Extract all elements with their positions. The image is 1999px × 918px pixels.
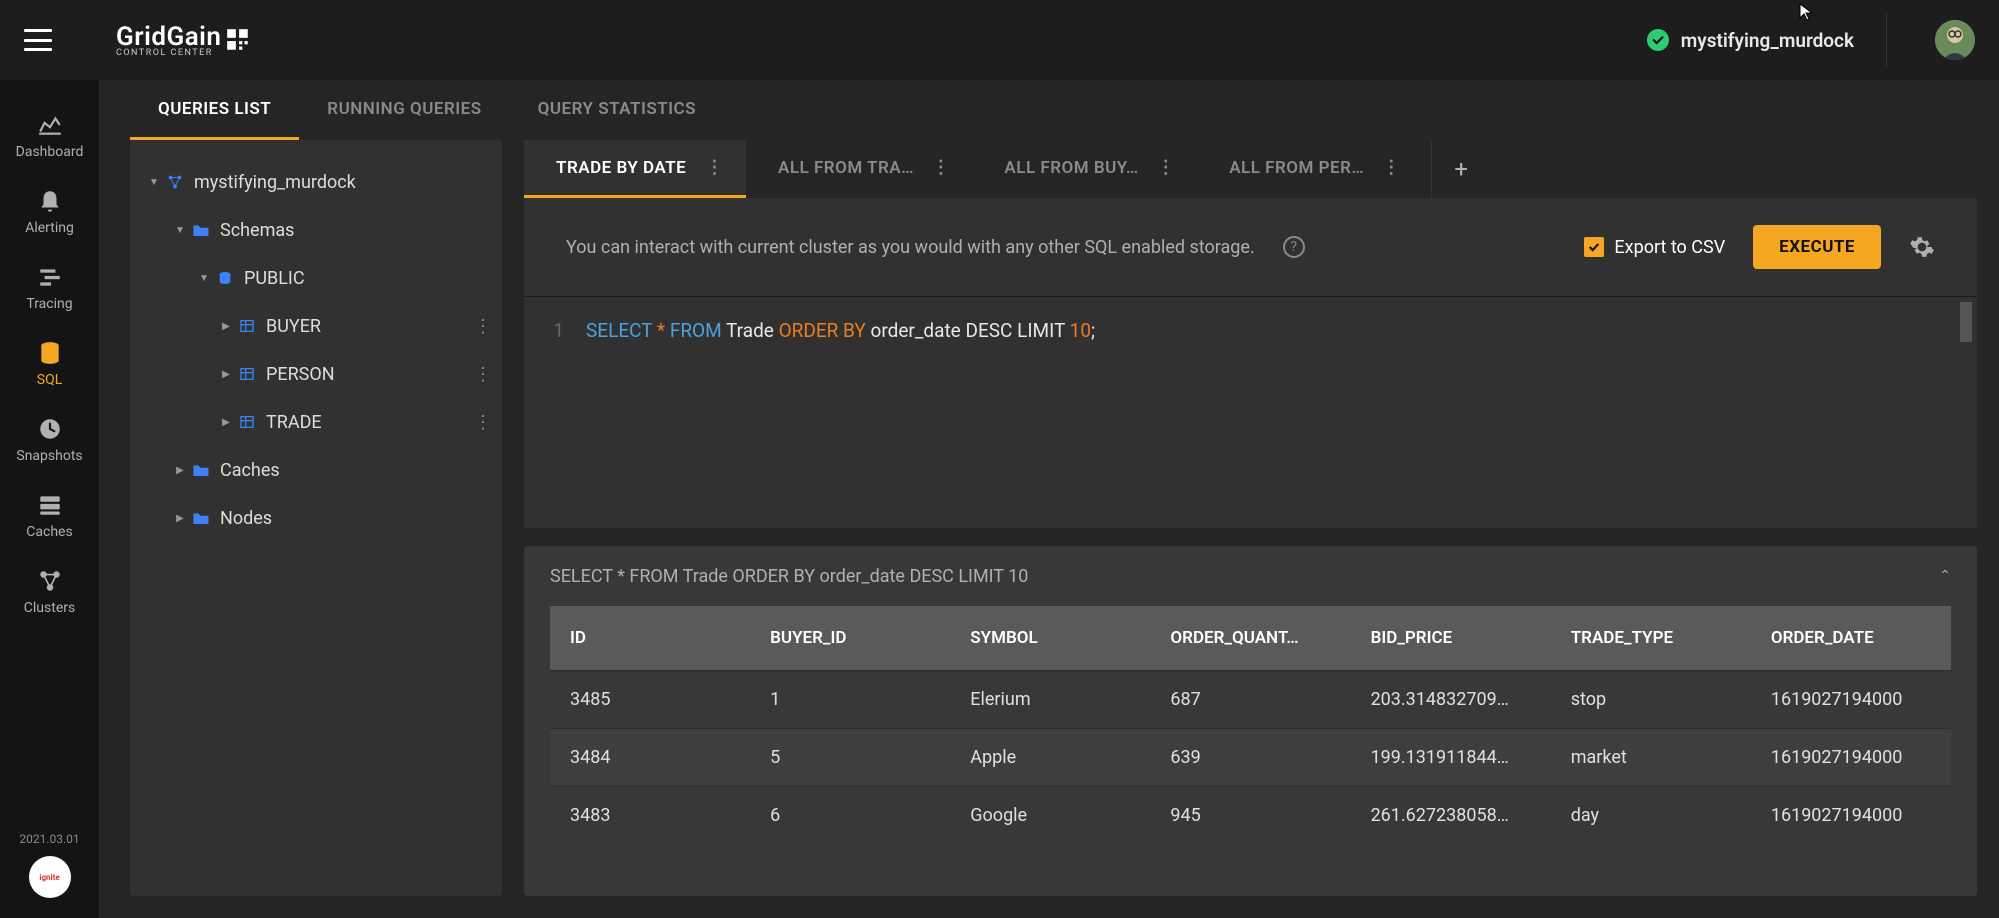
dashboard-icon bbox=[37, 112, 63, 138]
tree-cluster[interactable]: ▼ mystifying_murdock bbox=[130, 158, 502, 206]
sql-editor[interactable]: 1 SELECT * FROM Trade ORDER BY order_dat… bbox=[524, 296, 1977, 528]
nav-alerting[interactable]: Alerting bbox=[0, 174, 99, 250]
object-explorer: ▼ mystifying_murdock ▼ Schemas ▼ PUBLIC … bbox=[130, 140, 502, 896]
caret-right-icon: ▶ bbox=[216, 417, 236, 428]
tree-table[interactable]: ▶PERSON⋮ bbox=[130, 350, 502, 398]
query-tabs: TRADE BY DATE⋮ALL FROM TRA…⋮ALL FROM BUY… bbox=[524, 140, 1977, 198]
database-icon bbox=[37, 340, 63, 366]
version-label: 2021.03.01 bbox=[19, 832, 79, 846]
code-content: SELECT * FROM Trade ORDER BY order_date … bbox=[586, 319, 1095, 342]
table-icon bbox=[236, 318, 258, 334]
nav-snapshots[interactable]: Snapshots bbox=[0, 402, 99, 478]
add-tab-button[interactable]: + bbox=[1431, 140, 1491, 198]
caret-right-icon: ▶ bbox=[170, 465, 190, 476]
more-icon[interactable]: ⋮ bbox=[464, 412, 502, 433]
query-tab[interactable]: TRADE BY DATE⋮ bbox=[524, 140, 746, 198]
nav-sql[interactable]: SQL bbox=[0, 326, 99, 402]
column-header[interactable]: ORDER_QUANT… bbox=[1150, 606, 1350, 671]
export-csv-toggle[interactable]: Export to CSV bbox=[1584, 237, 1725, 258]
query-tab[interactable]: ALL FROM BUY…⋮ bbox=[972, 140, 1197, 198]
menu-toggle[interactable] bbox=[24, 29, 52, 51]
tab-more-icon[interactable]: ⋮ bbox=[1157, 157, 1176, 178]
column-header[interactable]: TRADE_TYPE bbox=[1551, 606, 1751, 671]
query-tab[interactable]: ALL FROM TRA…⋮ bbox=[746, 140, 972, 198]
editor-scrollbar[interactable] bbox=[1960, 302, 1972, 342]
tree-public[interactable]: ▼ PUBLIC bbox=[130, 254, 502, 302]
query-echo: SELECT * FROM Trade ORDER BY order_date … bbox=[550, 566, 1028, 587]
cluster-status[interactable]: mystifying_murdock bbox=[1647, 14, 1887, 66]
tree-table[interactable]: ▶TRADE⋮ bbox=[130, 398, 502, 446]
schema-icon bbox=[214, 270, 236, 286]
caret-right-icon: ▶ bbox=[216, 369, 236, 380]
nav-caches[interactable]: Caches bbox=[0, 478, 99, 554]
help-icon[interactable]: ? bbox=[1283, 236, 1305, 258]
tree-nodes[interactable]: ▶ Nodes bbox=[130, 494, 502, 542]
column-header[interactable]: ID bbox=[550, 606, 750, 671]
folder-icon bbox=[190, 222, 212, 238]
caret-right-icon: ▶ bbox=[216, 321, 236, 332]
execute-button[interactable]: EXECUTE bbox=[1753, 225, 1881, 269]
ignite-badge[interactable]: ignite bbox=[29, 856, 71, 898]
column-header[interactable]: ORDER_DATE bbox=[1751, 606, 1951, 671]
more-icon[interactable]: ⋮ bbox=[464, 316, 502, 337]
caret-right-icon: ▶ bbox=[170, 513, 190, 524]
nav-tracing[interactable]: Tracing bbox=[0, 250, 99, 326]
checkbox-checked-icon bbox=[1584, 237, 1604, 257]
table-row[interactable]: 34845Apple639199.131911844…market1619027… bbox=[550, 729, 1951, 787]
clusters-icon bbox=[37, 568, 63, 594]
tracing-icon bbox=[37, 264, 63, 290]
collapse-icon[interactable]: ⌃ bbox=[1939, 568, 1951, 584]
folder-icon bbox=[190, 510, 212, 526]
results-table: IDBUYER_IDSYMBOLORDER_QUANT…BID_PRICETRA… bbox=[550, 606, 1951, 844]
table-icon bbox=[236, 414, 258, 430]
nav-clusters[interactable]: Clusters bbox=[0, 554, 99, 630]
main-tab[interactable]: RUNNING QUERIES bbox=[299, 80, 509, 140]
folder-icon bbox=[190, 462, 212, 478]
clock-icon bbox=[37, 416, 63, 442]
tab-more-icon[interactable]: ⋮ bbox=[1382, 157, 1401, 178]
nav-dashboard[interactable]: Dashboard bbox=[0, 98, 99, 174]
query-toolbar: You can interact with current cluster as… bbox=[524, 198, 1977, 296]
status-ok-icon bbox=[1647, 29, 1669, 51]
tab-more-icon[interactable]: ⋮ bbox=[706, 157, 725, 178]
caret-down-icon: ▼ bbox=[144, 177, 164, 188]
more-icon[interactable]: ⋮ bbox=[464, 364, 502, 385]
main-tab[interactable]: QUERY STATISTICS bbox=[510, 80, 724, 140]
tree-caches[interactable]: ▶ Caches bbox=[130, 446, 502, 494]
tab-more-icon[interactable]: ⋮ bbox=[932, 157, 951, 178]
caret-down-icon: ▼ bbox=[170, 225, 190, 236]
tree-table[interactable]: ▶BUYER⋮ bbox=[130, 302, 502, 350]
user-avatar[interactable] bbox=[1935, 20, 1975, 60]
table-icon bbox=[236, 366, 258, 382]
column-header[interactable]: BID_PRICE bbox=[1351, 606, 1551, 671]
table-row[interactable]: 34851Elerium687203.314832709…stop1619027… bbox=[550, 671, 1951, 729]
results-panel: SELECT * FROM Trade ORDER BY order_date … bbox=[524, 546, 1977, 896]
query-tab[interactable]: ALL FROM PER…⋮ bbox=[1197, 140, 1423, 198]
cluster-name: mystifying_murdock bbox=[1681, 29, 1854, 52]
bell-icon bbox=[37, 188, 63, 214]
column-header[interactable]: SYMBOL bbox=[950, 606, 1150, 671]
product-logo[interactable]: GridGain CONTROL CENTER bbox=[116, 22, 251, 58]
settings-icon[interactable] bbox=[1909, 234, 1935, 260]
column-header[interactable]: BUYER_ID bbox=[750, 606, 950, 671]
main-tabs: QUERIES LISTRUNNING QUERIESQUERY STATIST… bbox=[100, 80, 1999, 140]
server-icon bbox=[37, 492, 63, 518]
table-row[interactable]: 34836Google945261.627238058…day161902719… bbox=[550, 787, 1951, 845]
tree-schemas[interactable]: ▼ Schemas bbox=[130, 206, 502, 254]
caret-down-icon: ▼ bbox=[194, 273, 214, 284]
product-subtitle: CONTROL CENTER bbox=[116, 48, 221, 58]
logo-icon bbox=[225, 27, 251, 53]
main-tab[interactable]: QUERIES LIST bbox=[130, 80, 299, 140]
toolbar-hint: You can interact with current cluster as… bbox=[566, 237, 1255, 258]
nav-rail: Dashboard Alerting Tracing SQL Snapshots… bbox=[0, 80, 100, 918]
line-number: 1 bbox=[524, 319, 586, 342]
cluster-icon bbox=[164, 173, 186, 191]
